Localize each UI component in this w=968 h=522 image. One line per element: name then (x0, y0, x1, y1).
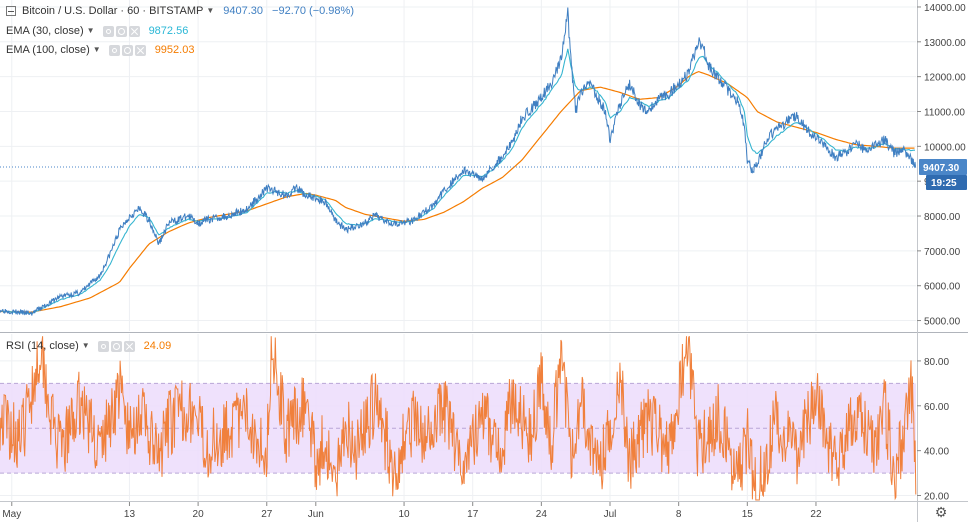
eye-icon[interactable] (108, 44, 120, 56)
rsi-tick-label: 80.00 (924, 357, 949, 368)
last-price: 9407.30 (223, 5, 264, 17)
gear-icon[interactable] (110, 340, 122, 352)
time-tick-label: 27 (261, 509, 273, 520)
time-tick-label: 10 (398, 509, 410, 520)
rsi-line (0, 335, 917, 501)
price-tick-label: 7000.00 (924, 247, 961, 258)
price-tick-label: 11000.00 (924, 107, 965, 118)
chevron-down-icon[interactable]: ▼ (86, 26, 95, 35)
time-tick-label: 13 (124, 509, 136, 520)
eye-icon[interactable] (102, 25, 114, 37)
price-tick-label: 10000.00 (924, 142, 966, 153)
ema30-label[interactable]: EMA (30, close) (6, 25, 84, 37)
time-tick-label: Jun (308, 509, 324, 520)
rsi-tick-label: 40.00 (924, 447, 949, 458)
price-tick-label: 14000.00 (924, 3, 966, 14)
price-tag-box (919, 158, 967, 175)
eye-icon[interactable] (97, 340, 109, 352)
countdown-tag-value: 19:25 (931, 178, 957, 189)
rsi-value: 24.09 (143, 340, 172, 352)
rsi-legend: RSI (14, close) ▼ 24.09 (6, 339, 171, 353)
chevron-down-icon[interactable]: ▼ (92, 45, 101, 54)
time-tick-label: 24 (536, 509, 548, 520)
time-tick-label: 17 (467, 509, 479, 520)
collapse-legend-icon[interactable] (6, 6, 16, 16)
time-tick-label: Jul (604, 509, 617, 520)
price-change: −92.70 (−0.98%) (272, 5, 354, 17)
close-icon[interactable] (128, 25, 140, 37)
time-tick-label: 20 (193, 509, 205, 520)
ema100-line (0, 70, 915, 313)
close-icon[interactable] (134, 44, 146, 56)
rsi-label[interactable]: RSI (14, close) (6, 340, 79, 352)
chevron-down-icon[interactable]: ▼ (81, 341, 90, 350)
ema100-legend: EMA (100, close) ▼ 9952.03 (6, 43, 194, 57)
price-tag-value: 9407.30 (923, 163, 960, 174)
time-tick-label: May (2, 509, 21, 520)
price-tick-label: 5000.00 (924, 317, 961, 328)
ema30-value: 9872.56 (148, 25, 189, 37)
chart-settings-gear-icon[interactable]: ⚙ (934, 504, 948, 520)
gear-icon[interactable] (121, 44, 133, 56)
ema30-legend: EMA (30, close) ▼ 9872.56 (6, 24, 188, 38)
chevron-down-icon[interactable]: ▼ (206, 6, 215, 15)
gear-icon[interactable] (115, 25, 127, 37)
ema100-label[interactable]: EMA (100, close) (6, 44, 90, 56)
price-tick-label: 8000.00 (924, 212, 961, 223)
time-tick-label: 8 (676, 509, 682, 520)
rsi-tick-label: 60.00 (924, 402, 949, 413)
price-line (0, 7, 917, 316)
close-icon[interactable] (123, 340, 135, 352)
time-tick-label: 15 (742, 509, 754, 520)
price-tick-label: 6000.00 (924, 282, 961, 293)
time-tick-label: 22 (810, 509, 822, 520)
ema100-value: 9952.03 (154, 44, 195, 56)
main-legend: Bitcoin / U.S. Dollar · 60 · BITSTAMP ▼ … (6, 4, 354, 18)
price-tick-label: 12000.00 (924, 73, 966, 84)
countdown-tag-box (926, 174, 967, 190)
symbol-title[interactable]: Bitcoin / U.S. Dollar · 60 · BITSTAMP (22, 5, 204, 17)
price-tick-label: 13000.00 (924, 38, 966, 49)
rsi-tick-label: 20.00 (924, 492, 949, 503)
